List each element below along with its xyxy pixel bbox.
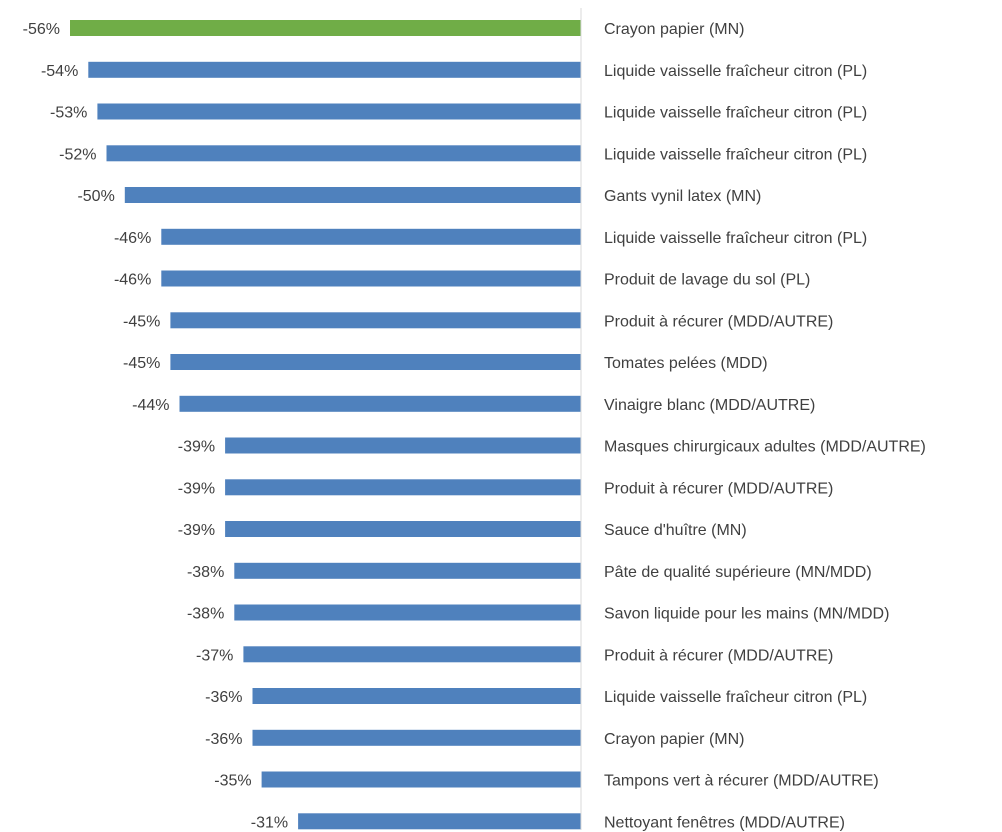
- bar-5: [124, 187, 582, 203]
- data-label-11: -39%: [178, 439, 215, 456]
- data-label-7: -46%: [114, 272, 151, 289]
- category-label-18: Crayon papier (MN): [604, 731, 744, 748]
- data-label-2: -54%: [41, 63, 78, 80]
- bars-layer: [70, 20, 582, 830]
- category-label-15: Savon liquide pour les mains (MN/MDD): [604, 606, 889, 623]
- category-label-20: Nettoyant fenêtres (MDD/AUTRE): [604, 814, 845, 831]
- category-label-13: Sauce d'huître (MN): [604, 522, 747, 539]
- data-label-10: -44%: [132, 397, 169, 414]
- category-label-14: Pâte de qualité supérieure (MN/MDD): [604, 564, 872, 581]
- category-label-1: Crayon papier (MN): [604, 21, 744, 38]
- bar-4: [106, 145, 581, 162]
- bar-8: [170, 312, 581, 329]
- data-label-18: -36%: [205, 731, 242, 748]
- category-label-4: Liquide vaisselle fraîcheur citron (PL): [604, 146, 867, 163]
- data-label-14: -38%: [187, 564, 224, 581]
- data-label-9: -45%: [123, 355, 160, 372]
- data-label-19: -35%: [214, 773, 251, 790]
- data-label-16: -37%: [196, 647, 233, 664]
- bar-6: [161, 228, 582, 245]
- category-label-8: Produit à récurer (MDD/AUTRE): [604, 313, 833, 330]
- bar-2: [88, 61, 582, 78]
- category-label-5: Gants vynil latex (MN): [604, 188, 761, 205]
- data-label-4: -52%: [59, 146, 96, 163]
- bar-16: [243, 646, 581, 663]
- data-label-6: -46%: [114, 230, 151, 247]
- category-label-6: Liquide vaisselle fraîcheur citron (PL): [604, 230, 867, 247]
- category-label-9: Tomates pelées (MDD): [604, 355, 768, 372]
- category-label-10: Vinaigre blanc (MDD/AUTRE): [604, 397, 815, 414]
- category-label-2: Liquide vaisselle fraîcheur citron (PL): [604, 63, 867, 80]
- bar-11: [225, 437, 581, 454]
- bar-3: [97, 103, 582, 120]
- category-labels-layer: Crayon papier (MN) Liquide vaisselle fraî…: [604, 21, 926, 831]
- data-label-20: -31%: [251, 814, 288, 831]
- bar-9: [170, 354, 581, 370]
- data-label-15: -38%: [187, 606, 224, 623]
- bar-17: [252, 688, 581, 704]
- category-label-7: Produit de lavage du sol (PL): [604, 272, 810, 289]
- data-label-1: -56%: [23, 21, 60, 38]
- bar-18: [252, 729, 581, 746]
- bar-14: [234, 562, 582, 579]
- data-label-3: -53%: [50, 105, 87, 122]
- category-label-16: Produit à récurer (MDD/AUTRE): [604, 647, 833, 664]
- bar-15: [234, 604, 582, 621]
- data-label-8: -45%: [123, 313, 160, 330]
- data-label-12: -39%: [178, 480, 215, 497]
- data-label-5: -50%: [77, 188, 114, 205]
- bar-10: [179, 395, 581, 412]
- value-labels-layer: -56% -54% -53% -52% -50% -46% -46% -45% -45% -44%…: [23, 21, 288, 831]
- category-label-19: Tampons vert à récurer (MDD/AUTRE): [604, 773, 879, 790]
- category-label-11: Masques chirurgicaux adultes (MDD/AUTRE): [604, 439, 926, 456]
- bar-7: [161, 270, 582, 287]
- bar-1: [70, 20, 581, 36]
- bar-12: [225, 479, 581, 496]
- bar-20: [298, 813, 581, 830]
- category-label-3: Liquide vaisselle fraîcheur citron (PL): [604, 105, 867, 122]
- bar-13: [225, 521, 581, 537]
- category-label-17: Liquide vaisselle fraîcheur citron (PL): [604, 689, 867, 706]
- data-label-13: -39%: [178, 522, 215, 539]
- bar-19: [261, 771, 581, 788]
- data-label-17: -36%: [205, 689, 242, 706]
- category-label-12: Produit à récurer (MDD/AUTRE): [604, 480, 833, 497]
